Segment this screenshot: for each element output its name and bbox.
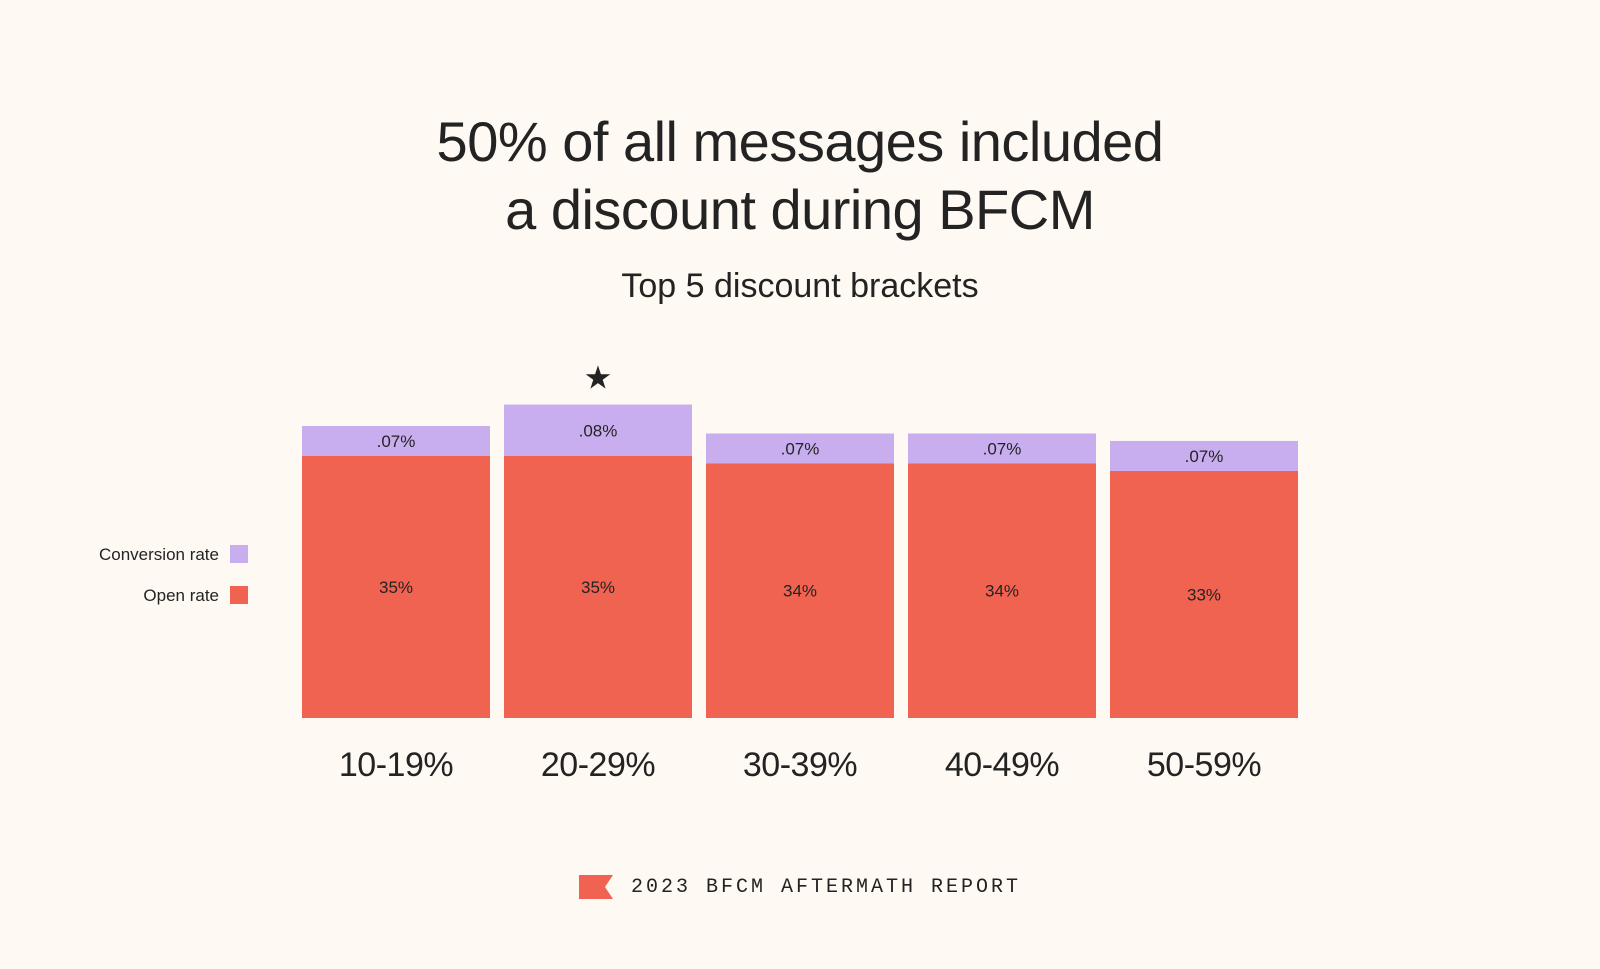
category-label: 50-59% (1147, 746, 1261, 784)
bar-open-rate (908, 463, 1096, 718)
category-label: 40-49% (945, 746, 1059, 784)
conversion-rate-label: .07% (377, 432, 416, 451)
open-rate-label: 34% (985, 582, 1019, 601)
legend-label-conversion: Conversion rate (99, 545, 219, 564)
bar-conversion-rate (504, 404, 692, 456)
open-rate-label: 34% (783, 582, 817, 601)
conversion-rate-label: .07% (1185, 447, 1224, 466)
conversion-rate-label: .07% (781, 439, 820, 458)
conversion-rate-label: .07% (983, 439, 1022, 458)
chart-title: 50% of all messages included a discount … (0, 108, 1600, 244)
category-label: 10-19% (339, 746, 453, 784)
bar-open-rate (302, 456, 490, 718)
flag-icon (578, 875, 613, 899)
star-icon: ★ (584, 359, 613, 397)
bar-open-rate (1110, 470, 1298, 718)
open-rate-label: 35% (379, 578, 413, 597)
bar-conversion-rate (1110, 440, 1298, 471)
chart-subtitle: Top 5 discount brackets (621, 267, 979, 305)
category-label: 30-39% (743, 746, 857, 784)
bar-conversion-rate (908, 433, 1096, 464)
legend-swatch-open (230, 586, 248, 604)
open-rate-label: 33% (1187, 585, 1221, 604)
category-label: 20-29% (541, 746, 655, 784)
legend-label-open: Open rate (143, 586, 219, 605)
bar-open-rate (504, 456, 692, 718)
bar-conversion-rate (706, 433, 894, 464)
footer-text: 2023 BFCM AFTERMATH REPORT (630, 875, 1022, 899)
legend-swatch-conversion (230, 545, 248, 563)
title-line-1: 50% of all messages included (436, 110, 1164, 173)
bar-conversion-rate (302, 426, 490, 456)
open-rate-label: 35% (581, 578, 615, 597)
footer: 2023 BFCM AFTERMATH REPORT (0, 875, 1600, 899)
title-line-2: a discount during BFCM (505, 178, 1095, 241)
conversion-rate-label: .08% (579, 421, 618, 440)
bar-open-rate (706, 463, 894, 718)
